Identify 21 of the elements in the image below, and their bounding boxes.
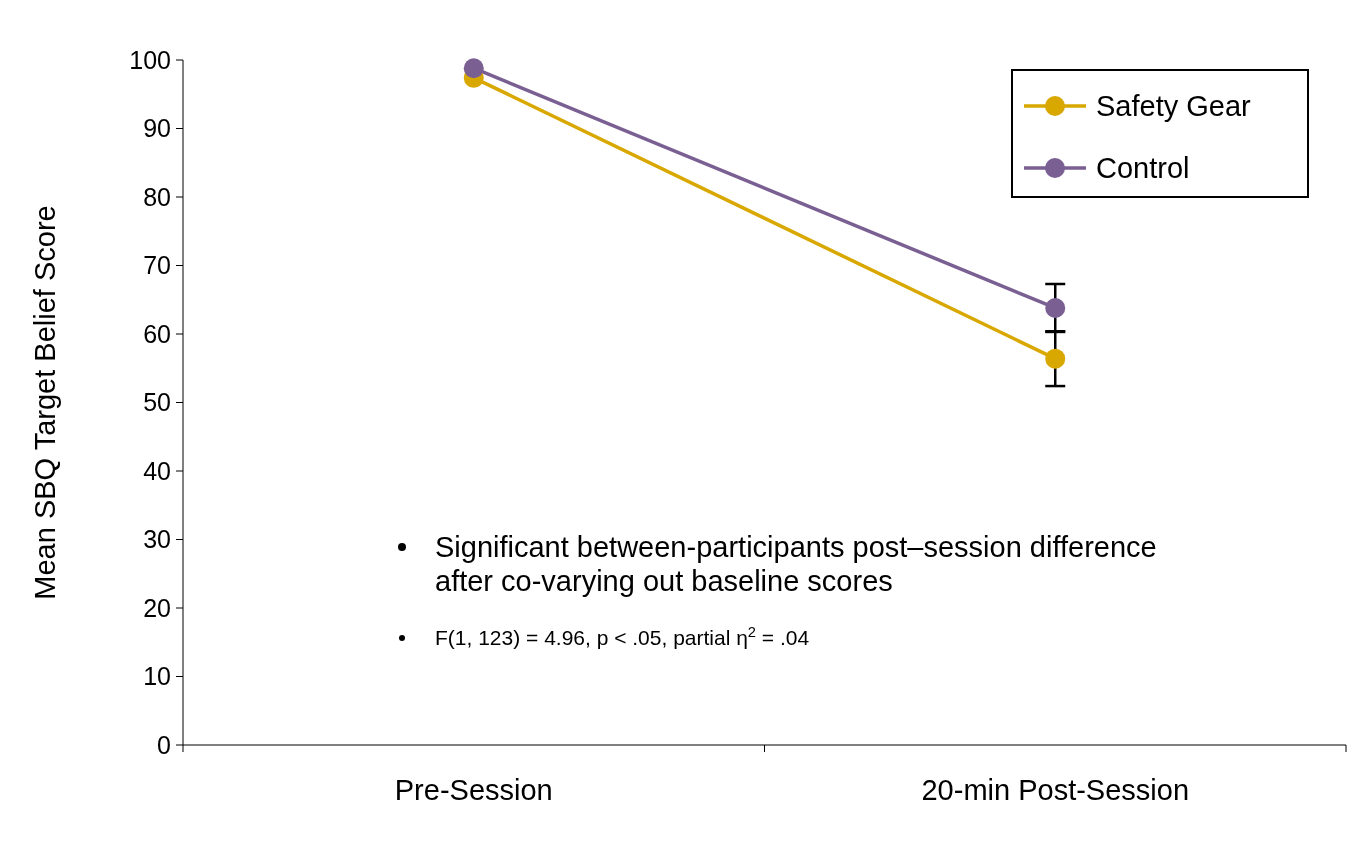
y-tick-label: 100 [129,45,171,74]
annotation: Significant between-participants post–session difference after co-varying out baseline scores [435,531,1157,597]
point [463,58,484,79]
y-tick-label: 20 [143,593,171,622]
y-tick-label: 70 [143,251,171,280]
x-tick-label: Pre-Session [394,774,553,806]
y-tick-label: 0 [157,730,171,759]
legend-label: Safety Gear [1096,90,1252,123]
y-tick-label: 80 [143,182,171,211]
y-tick-label: 10 [143,662,171,691]
y-tick-label: 60 [143,319,171,348]
y-tick-label: 30 [143,525,171,554]
y-tick-label: 50 [143,388,171,417]
y-tick-label: 90 [143,114,171,143]
y-axis-title: Mean SBQ Target Belief Score [29,205,61,600]
annotation: F(1, 123) = 4.96, p < .05, partial η$^{2}$ = .04 [435,624,810,649]
x-tick-label: 20-min Post-Session [921,774,1190,806]
point [1045,348,1066,369]
legend-label: Control [1096,152,1190,185]
point [1045,297,1066,318]
y-tick-label: 40 [143,456,171,485]
